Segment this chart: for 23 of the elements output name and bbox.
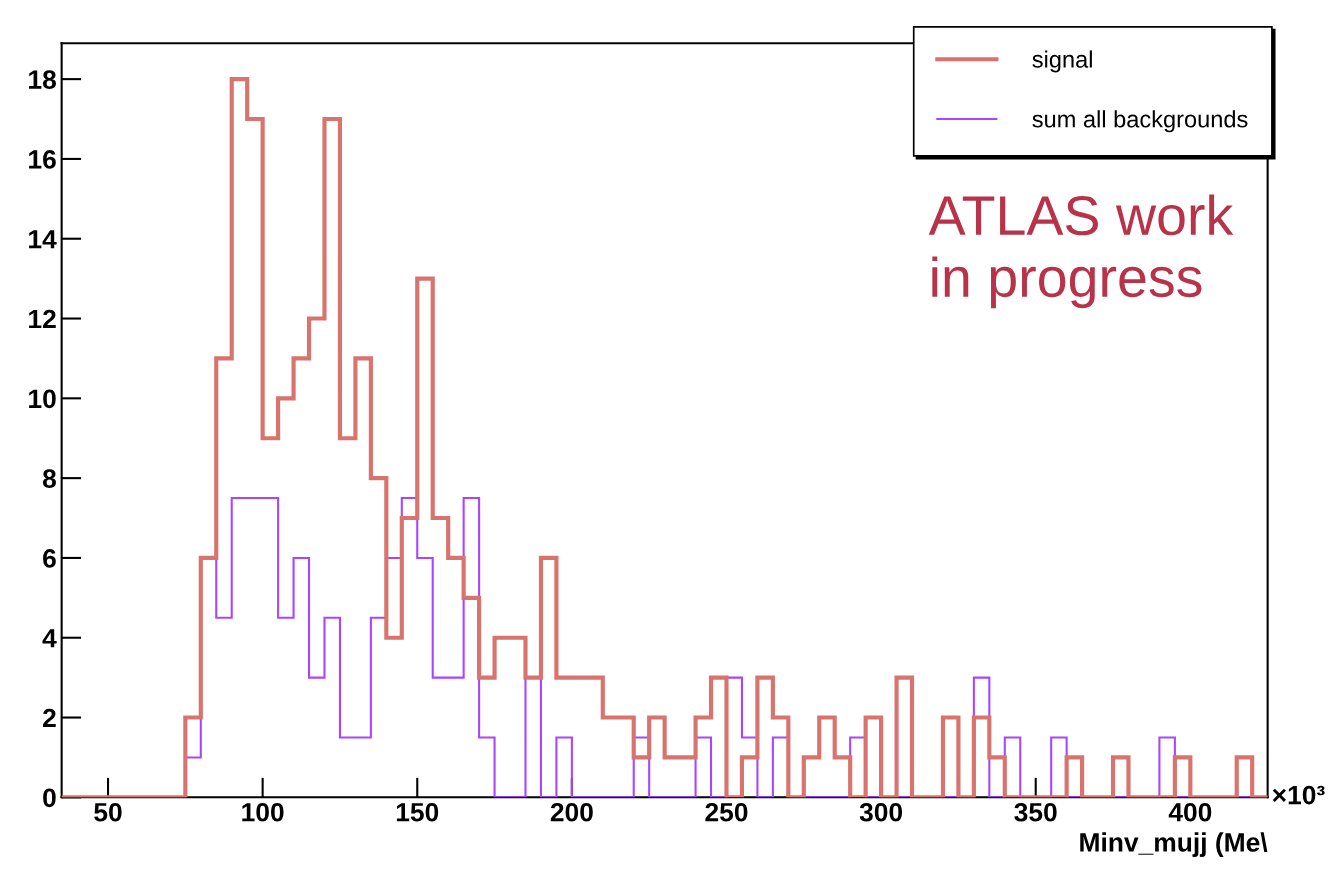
y-tick-label: 12 bbox=[29, 309, 56, 329]
y-tick-label: 10 bbox=[29, 389, 56, 409]
x-axis-title: Minv_mujj (Me\ bbox=[1080, 832, 1268, 857]
x-tick-label: 200 bbox=[550, 802, 593, 822]
y-tick-label: 14 bbox=[29, 230, 57, 249]
y-tick-label: 18 bbox=[29, 70, 56, 89]
x-tick-label: 400 bbox=[1168, 802, 1212, 822]
x-tick-label: 350 bbox=[1014, 802, 1057, 822]
y-tick-label: 2 bbox=[43, 708, 56, 728]
x-tick-label: 250 bbox=[705, 802, 748, 822]
text: ×10³ bbox=[1272, 785, 1325, 805]
y-tick-label: 6 bbox=[43, 549, 56, 568]
y-tick-label: 16 bbox=[29, 150, 56, 169]
annotation: ATLAS work in progress bbox=[928, 194, 1234, 309]
x-tick-label: 50 bbox=[94, 802, 122, 822]
x-tick-label: 300 bbox=[859, 802, 903, 822]
x-tick-label: 100 bbox=[242, 802, 284, 822]
y-tick-label: 0 bbox=[43, 788, 56, 808]
legend-label: sum all backgrounds bbox=[1032, 110, 1248, 133]
y-tick-label: 8 bbox=[42, 469, 56, 488]
x-tick-label: 150 bbox=[396, 802, 439, 822]
y-tick-label: 4 bbox=[42, 629, 57, 648]
legend-label: signal bbox=[1032, 50, 1092, 73]
